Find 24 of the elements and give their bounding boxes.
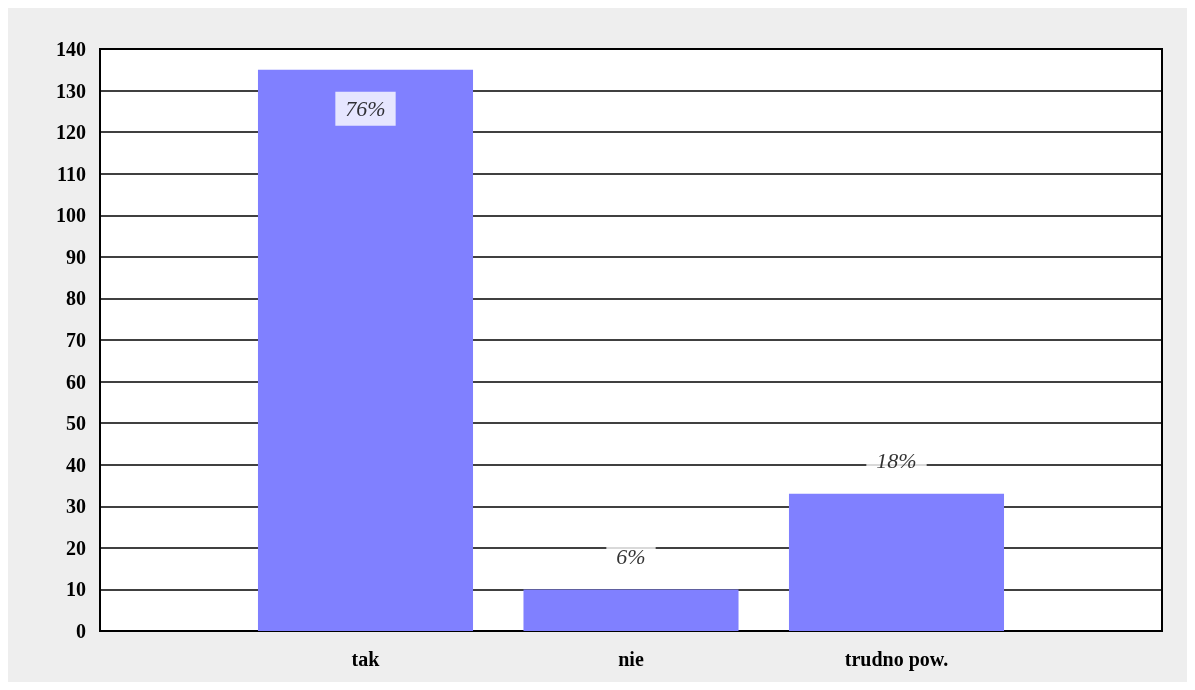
y-tick-label: 90 (66, 245, 86, 268)
y-tick-label: 80 (66, 287, 86, 310)
y-tick-label: 40 (66, 453, 86, 476)
y-tick-label: 30 (66, 495, 86, 518)
y-tick-label: 70 (66, 329, 86, 351)
x-tick-label: tak (351, 648, 381, 670)
y-tick-label: 110 (57, 162, 86, 185)
y-tick-label: 20 (66, 536, 86, 559)
y-tick-label: 140 (56, 38, 86, 60)
y-tick-label: 130 (56, 79, 86, 102)
annotation: 76% (345, 96, 386, 122)
y-tick-label: 120 (56, 121, 86, 144)
bar (523, 589, 739, 631)
x-tick-label: trudno pow. (844, 648, 949, 671)
y-tick-label: 10 (66, 578, 86, 601)
y-tick-label: 50 (66, 412, 86, 435)
x-tick-label: nie (618, 648, 644, 670)
annotation: 18% (876, 448, 917, 474)
y-tick-label: 0 (76, 620, 86, 642)
y-tick-label: 100 (56, 204, 86, 227)
y-tick-label: 60 (66, 370, 86, 393)
bar (788, 493, 1005, 631)
annotation: 6% (616, 543, 646, 569)
bar (257, 69, 474, 631)
